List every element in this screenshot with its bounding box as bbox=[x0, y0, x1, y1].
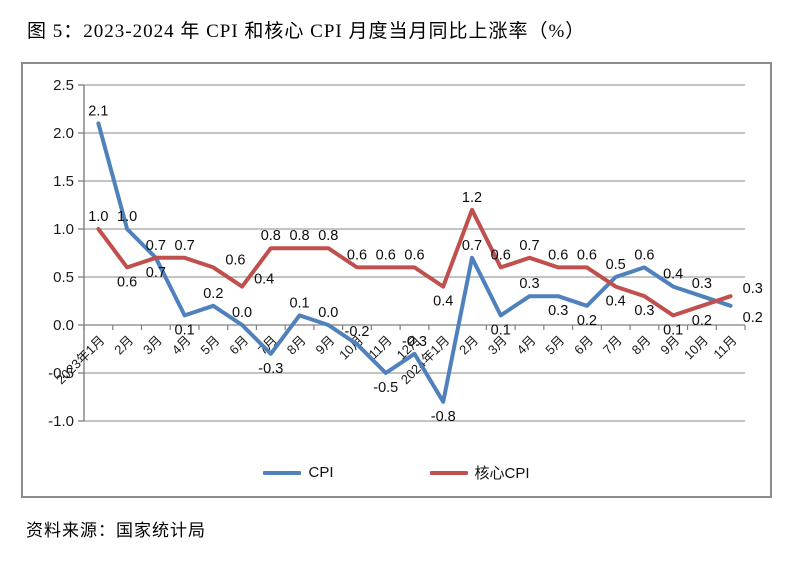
core-cpi-data-label: 0.6 bbox=[577, 247, 597, 263]
cpi-data-label: 0.3 bbox=[519, 276, 539, 292]
cpi-data-label: -0.3 bbox=[258, 361, 283, 377]
core-cpi-data-label: 0.8 bbox=[289, 228, 309, 244]
cpi-data-label: 0.1 bbox=[491, 322, 511, 338]
core-cpi-data-label: 0.6 bbox=[491, 247, 511, 263]
core-cpi-data-label: 0.2 bbox=[692, 313, 712, 329]
y-tick-label: -1.0 bbox=[48, 413, 74, 430]
x-tick-label: 3月 bbox=[140, 333, 165, 358]
core-cpi-data-label: 0.1 bbox=[663, 322, 683, 338]
x-tick-label: 6月 bbox=[226, 333, 251, 358]
core-cpi-data-label: 0.6 bbox=[376, 247, 396, 263]
x-tick-label: 5月 bbox=[542, 333, 567, 358]
core-cpi-data-label: 0.6 bbox=[117, 274, 137, 290]
chart-legend: CPI 核心CPI bbox=[23, 462, 770, 483]
core-cpi-line-swatch bbox=[429, 470, 468, 475]
cpi-data-label: 0.4 bbox=[663, 267, 683, 283]
y-tick-label: 1.0 bbox=[53, 221, 74, 238]
cpi-data-label: 0.5 bbox=[606, 257, 626, 273]
cpi-data-label: 0.2 bbox=[743, 310, 763, 326]
x-tick-label: 4月 bbox=[514, 333, 539, 358]
legend-label-cpi: CPI bbox=[308, 464, 334, 481]
core-cpi-data-label: 0.6 bbox=[347, 247, 367, 263]
cpi-data-label: 0.1 bbox=[289, 295, 309, 311]
cpi-data-label: 0.7 bbox=[146, 265, 166, 281]
x-tick-label: 9月 bbox=[312, 333, 337, 358]
core-cpi-data-label: 0.4 bbox=[254, 272, 274, 288]
cpi-line bbox=[96, 121, 733, 404]
y-tick-label: 1.5 bbox=[53, 173, 74, 190]
cpi-data-label: -0.5 bbox=[373, 380, 398, 396]
y-tick-label: 0.5 bbox=[53, 269, 74, 286]
core-cpi-data-label: 0.8 bbox=[318, 228, 338, 244]
y-tick-label: 2.0 bbox=[53, 125, 74, 142]
figure-title: 图 5：2023-2024 年 CPI 和核心 CPI 月度当月同比上涨率（%） bbox=[27, 21, 586, 42]
x-tick-label: 8月 bbox=[629, 333, 654, 358]
x-tick-label: 6月 bbox=[571, 333, 596, 358]
cpi-data-label: 0.6 bbox=[634, 247, 654, 263]
cpi-data-label: -0.3 bbox=[402, 334, 427, 350]
x-tick-label: 11月 bbox=[710, 333, 739, 362]
cpi-data-label: 0.2 bbox=[577, 313, 597, 329]
x-tick-label: 2月 bbox=[456, 333, 481, 358]
x-tick-label: 2023年1月 bbox=[53, 333, 108, 388]
core-cpi-data-label: 1.2 bbox=[462, 190, 482, 206]
y-tick-label: -0.5 bbox=[48, 365, 74, 382]
legend-label-core-cpi: 核心CPI bbox=[474, 465, 530, 482]
cpi-data-label: 0.2 bbox=[203, 286, 223, 302]
core-cpi-data-label: 0.3 bbox=[743, 281, 763, 297]
cpi-data-label: -0.2 bbox=[345, 324, 370, 340]
core-cpi-data-label: 0.8 bbox=[261, 228, 281, 244]
cpi-data-label: 1.0 bbox=[117, 209, 137, 225]
y-tick-label: 2.5 bbox=[53, 77, 74, 94]
core-cpi-data-label: 0.7 bbox=[519, 238, 539, 254]
core-cpi-data-label: 0.6 bbox=[225, 252, 245, 268]
core-cpi-line bbox=[96, 207, 733, 318]
cpi-data-label: 0.0 bbox=[232, 305, 252, 321]
cpi-data-label: -0.8 bbox=[431, 409, 456, 425]
cpi-data-label: 0.7 bbox=[462, 238, 482, 254]
core-cpi-data-label: 0.3 bbox=[634, 303, 654, 319]
legend-item-cpi: CPI bbox=[263, 464, 334, 481]
cpi-data-label: 0.3 bbox=[548, 303, 568, 319]
core-cpi-data-label: 0.6 bbox=[404, 247, 424, 263]
x-tick-label: 2月 bbox=[111, 333, 136, 358]
core-cpi-data-label: 0.7 bbox=[146, 238, 166, 254]
cpi-data-label: 0.3 bbox=[692, 276, 712, 292]
x-tick-label: 8月 bbox=[284, 333, 309, 358]
cpi-data-label: 0.1 bbox=[175, 322, 195, 338]
x-tick-label: 7月 bbox=[600, 333, 625, 358]
core-cpi-data-label: 0.7 bbox=[175, 238, 195, 254]
core-cpi-data-label: 0.4 bbox=[606, 294, 626, 310]
cpi-data-label: 0.0 bbox=[318, 305, 338, 321]
core-cpi-data-label: 0.4 bbox=[433, 294, 453, 310]
core-cpi-data-label: 0.6 bbox=[548, 247, 568, 263]
legend-item-core-cpi: 核心CPI bbox=[429, 462, 530, 483]
core-cpi-data-label: 1.0 bbox=[88, 209, 108, 225]
source-note: 资料来源：国家统计局 bbox=[26, 521, 206, 540]
x-tick-label: 5月 bbox=[198, 333, 223, 358]
cpi-line-swatch bbox=[263, 470, 302, 475]
y-tick-label: 0.0 bbox=[53, 317, 74, 334]
x-tick-label: 10月 bbox=[681, 333, 711, 363]
cpi-data-label: 2.1 bbox=[88, 103, 108, 119]
chart-container: 2.5 2.0 1.5 1.0 0.5 0.0 -0.5 -1.0 2023年1月 2月 3月 4月 5… bbox=[21, 62, 772, 498]
